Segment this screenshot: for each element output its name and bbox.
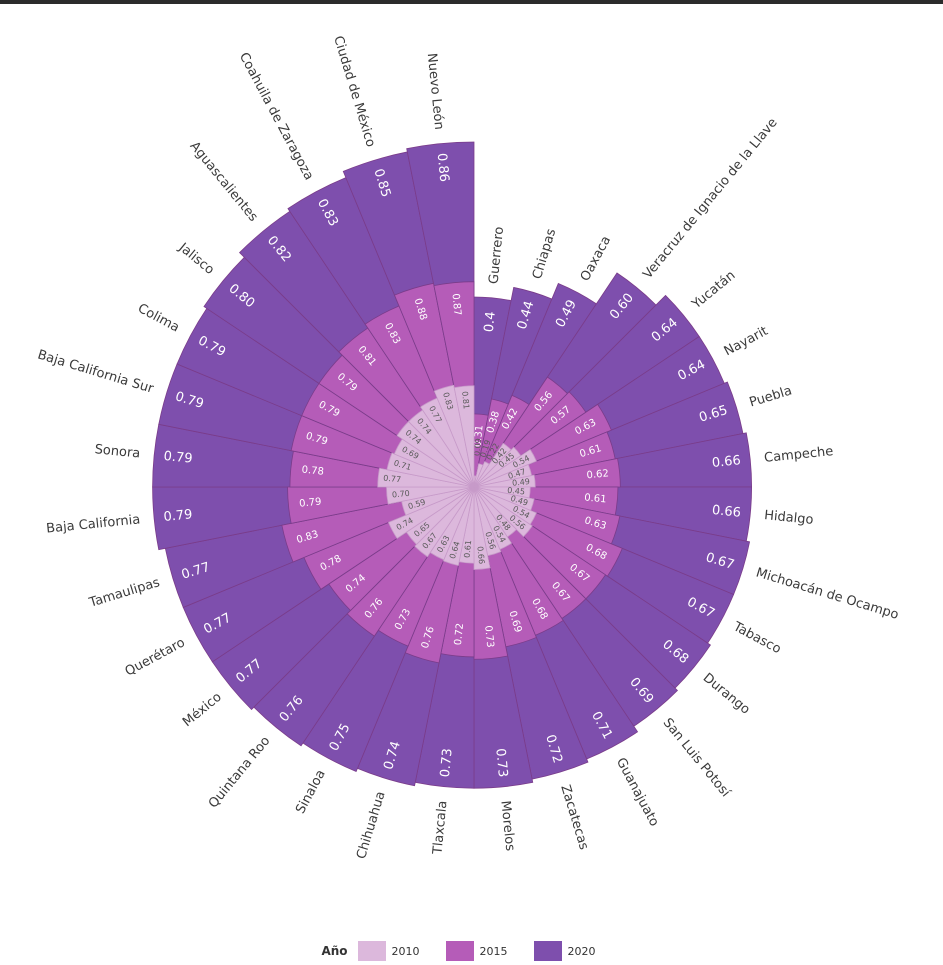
label-durango: Durango xyxy=(700,670,753,717)
bar-2010-campeche xyxy=(473,474,536,488)
value-2010-hidalgo: 0.45 xyxy=(507,486,526,497)
label-hidalgo: Hidalgo xyxy=(763,508,814,528)
bar-2010-queretaro xyxy=(388,486,475,539)
label-coahuila-de-zaragoza: Coahuila de Zaragoza xyxy=(236,50,316,183)
legend-label-2020: 2020 xyxy=(567,944,596,958)
label-baja-california: Baja California xyxy=(46,512,141,536)
label-tabasco: Tabasco xyxy=(730,619,784,657)
bar-2010-baja-california-sur xyxy=(386,452,475,488)
bar-2010-durango xyxy=(473,486,533,538)
bar-2010-ciudad-de-mexico xyxy=(433,384,475,488)
label-morelos: Morelos xyxy=(497,800,517,852)
value-2010-baja-california: 0.70 xyxy=(392,489,411,500)
legend-item-2015: 2015 xyxy=(445,941,508,961)
value-2015-tlaxcala: 0.72 xyxy=(453,623,466,646)
bar-2010-chihuahua xyxy=(442,486,475,566)
value-2015-sonora: 0.78 xyxy=(301,465,324,478)
label-tamaulipas: Tamaulipas xyxy=(87,575,162,611)
legend-label-2010: 2010 xyxy=(391,944,420,958)
legend-item-2020: 2020 xyxy=(533,941,596,961)
legend-title: Año xyxy=(321,944,348,958)
value-2020-campeche: 0.66 xyxy=(711,453,741,471)
legend-label-2015: 2015 xyxy=(479,944,508,958)
value-2020-tlaxcala: 0.73 xyxy=(438,748,456,778)
label-jalisco: Jalisco xyxy=(175,240,217,278)
label-nuevo-leon: Nuevo León xyxy=(424,52,446,130)
label-queretaro: Querétaro xyxy=(123,635,188,679)
label-colima: Colima xyxy=(135,301,182,335)
bar-2010-nayarit xyxy=(473,448,537,488)
label-michoacan-de-ocampo: Michoacán de Ocampo xyxy=(754,565,900,622)
label-aguascalientes: Aguascalientes xyxy=(186,139,260,225)
label-veracruz-de-ignacio-de-la-llave: Veracruz de Ignacio de la Llave xyxy=(640,116,780,282)
value-2010-sonora: 0.77 xyxy=(383,474,402,485)
label-chiapas: Chiapas xyxy=(530,227,559,281)
bar-2010-nuevo-leon xyxy=(453,385,475,488)
value-2020-nuevo-leon: 0.86 xyxy=(434,152,452,182)
top-rule xyxy=(0,0,943,4)
value-2020-morelos: 0.73 xyxy=(492,748,510,778)
label-tlaxcala: Tlaxcala xyxy=(430,800,450,856)
value-2015-guerrero: 0.31 xyxy=(472,424,485,447)
label-baja-california-sur: Baja California Sur xyxy=(36,348,156,397)
value-2015-baja-california: 0.79 xyxy=(299,497,322,510)
legend-swatch-2020 xyxy=(533,941,562,961)
value-2020-baja-california: 0.79 xyxy=(163,507,193,525)
label-san-luis-potosi: San Luis Potosí xyxy=(660,715,733,800)
value-2015-nuevo-leon: 0.87 xyxy=(449,293,462,316)
value-2020-guerrero: 0.4 xyxy=(482,311,499,333)
value-2015-campeche: 0.62 xyxy=(586,468,609,481)
label-yucatan: Yucatán xyxy=(689,268,739,313)
legend-swatch-2015 xyxy=(445,941,474,961)
ring-2010: 0.090.190.220.420.450.540.470.490.450.49… xyxy=(377,384,537,570)
value-2010-tlaxcala: 0.61 xyxy=(463,540,474,559)
value-2020-sonora: 0.79 xyxy=(163,449,193,467)
label-puebla: Puebla xyxy=(748,383,794,410)
value-2010-morelos: 0.66 xyxy=(475,546,486,565)
label-zacatecas: Zacatecas xyxy=(557,783,591,852)
label-guerrero: Guerrero xyxy=(487,226,508,285)
label-sinaloa: Sinaloa xyxy=(293,767,329,816)
value-2015-morelos: 0.73 xyxy=(482,625,495,648)
value-2015-hidalgo: 0.61 xyxy=(584,492,607,505)
legend-item-2010: 2010 xyxy=(357,941,420,961)
bar-2010-quintana-roo xyxy=(414,486,475,558)
value-2020-hidalgo: 0.66 xyxy=(711,503,741,521)
bar-2010-morelos xyxy=(473,486,491,570)
label-chihuahua: Chihuahua xyxy=(354,790,389,861)
value-2010-campeche: 0.49 xyxy=(512,477,531,488)
label-quintana-roo: Quintana Roo xyxy=(206,734,274,812)
label-nayarit: Nayarit xyxy=(722,324,771,360)
value-2010-nuevo-leon: 0.81 xyxy=(460,391,471,410)
value-2010-guerrero: 0.09 xyxy=(473,438,484,457)
label-ciudad-de-mexico: Ciudad de México xyxy=(330,34,378,149)
label-guanajuato: Guanajuato xyxy=(613,755,662,829)
label-campeche: Campeche xyxy=(763,444,833,466)
label-oaxaca: Oaxaca xyxy=(578,234,614,284)
legend: Año 2010 2015 2020 xyxy=(0,939,943,963)
label-mexico: México xyxy=(180,690,225,730)
label-sonora: Sonora xyxy=(94,442,141,461)
legend-swatch-2010 xyxy=(357,941,386,961)
